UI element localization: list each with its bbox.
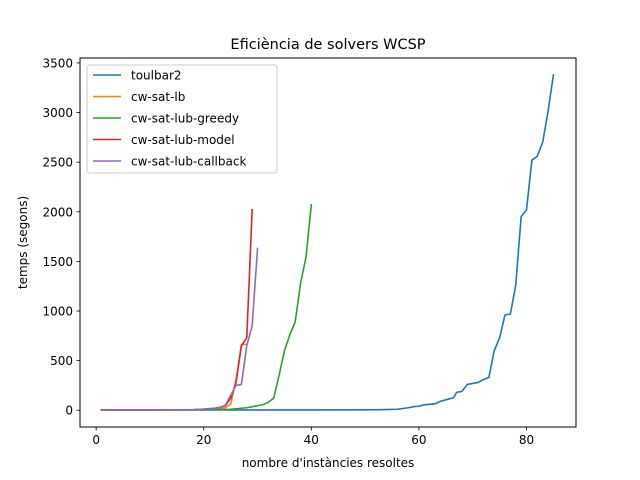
y-tick-label: 1000	[42, 305, 73, 319]
legend-label: toulbar2	[131, 69, 182, 83]
series-layer	[100, 73, 555, 411]
x-axis-ticks: 0 20 40 60 80	[92, 427, 534, 447]
y-tick-label: 2500	[42, 156, 73, 170]
chart-title: Eficiència de solvers WCSP	[230, 37, 425, 53]
series-line-cw-sat-lub-greedy	[100, 203, 313, 411]
legend-label: cw-sat-lb	[131, 90, 185, 104]
y-tick-label: 2000	[42, 205, 73, 219]
plot-frame	[79, 57, 577, 428]
x-tick-label: 40	[304, 433, 319, 447]
series-line-toulbar2	[100, 73, 555, 411]
plot-area: 0 20 40 60 80 0 500 1000 1500 2000 2500 3000 3500	[42, 56, 577, 447]
legend-box	[86, 64, 278, 174]
legend-label: cw-sat-lub-greedy	[131, 112, 239, 126]
x-tick-label: 60	[411, 433, 426, 447]
y-tick-label: 3500	[42, 56, 73, 70]
legend-label: cw-sat-lub-model	[131, 133, 235, 147]
y-tick-label: 3000	[42, 106, 73, 120]
x-tick-label: 80	[519, 433, 534, 447]
x-tick-label: 0	[92, 433, 100, 447]
y-axis-label: temps (segons)	[16, 196, 30, 289]
y-axis-ticks: 0 500 1000 1500 2000 2500 3000 3500	[42, 56, 80, 418]
y-tick-label: 500	[50, 354, 73, 368]
x-axis-label: nombre d'instàncies resoltes	[242, 456, 415, 470]
y-tick-label: 1500	[42, 255, 73, 269]
legend: toulbar2 cw-sat-lb cw-sat-lub-greedy cw-sat…	[86, 64, 278, 174]
series-line-cw-sat-lub-callback	[100, 247, 259, 411]
legend-label: cw-sat-lub-callback	[131, 155, 246, 169]
x-tick-label: 20	[196, 433, 211, 447]
y-tick-label: 0	[65, 404, 73, 418]
